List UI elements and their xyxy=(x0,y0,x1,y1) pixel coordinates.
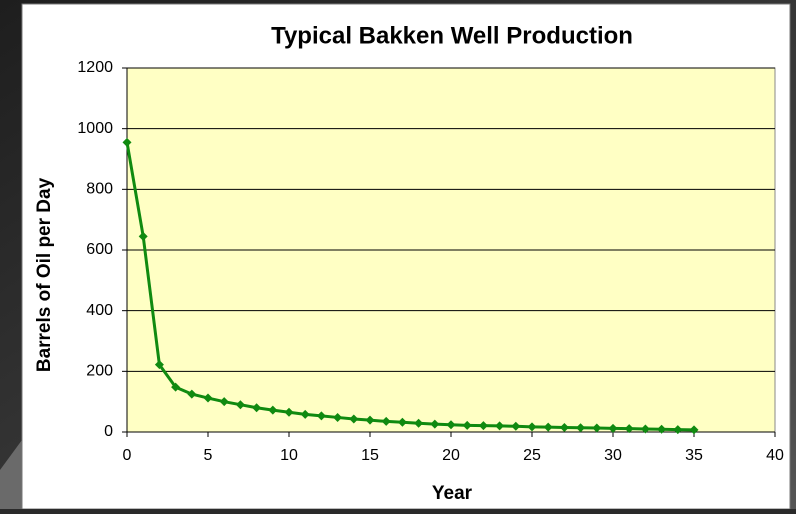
data-point xyxy=(365,415,375,425)
data-point xyxy=(430,419,440,429)
background-shape xyxy=(0,440,22,509)
chart-title: Typical Bakken Well Production xyxy=(271,22,633,49)
data-point xyxy=(171,382,181,392)
data-point xyxy=(446,420,456,430)
x-tick-label: 30 xyxy=(604,447,622,464)
data-point xyxy=(673,425,683,435)
y-tick-label: 1200 xyxy=(77,59,113,76)
data-point xyxy=(122,137,132,147)
data-point xyxy=(527,422,537,432)
data-point xyxy=(316,411,326,421)
data-point xyxy=(640,424,650,434)
data-point xyxy=(154,360,164,370)
y-tick-label: 200 xyxy=(86,363,113,380)
data-point xyxy=(478,421,488,431)
y-tick-label: 1000 xyxy=(77,120,113,137)
x-tick-label: 0 xyxy=(123,447,132,464)
data-point xyxy=(333,412,343,422)
data-point xyxy=(235,400,245,410)
y-axis-title: Barrels of Oil per Day xyxy=(34,177,55,372)
x-tick-label: 10 xyxy=(280,447,298,464)
data-point xyxy=(381,416,391,426)
data-point xyxy=(624,424,634,434)
plot: 0 200 400 600 800 1000 1200 0 5 10 15 20 25 30 35 40 xyxy=(77,59,784,464)
data-point xyxy=(576,423,586,433)
data-point xyxy=(397,417,407,427)
x-tick-label: 35 xyxy=(685,447,703,464)
data-point xyxy=(689,425,699,435)
data-point xyxy=(543,422,553,432)
data-point xyxy=(203,393,213,403)
x-tick-label: 20 xyxy=(442,447,460,464)
x-tick-label: 25 xyxy=(523,447,541,464)
data-point xyxy=(495,421,505,431)
data-point xyxy=(414,418,424,428)
x-tick-label: 40 xyxy=(766,447,784,464)
y-tick-label: 400 xyxy=(86,302,113,319)
x-tick-label: 5 xyxy=(204,447,213,464)
data-point xyxy=(511,421,521,431)
x-axis-title: Year xyxy=(432,483,473,504)
y-tick-label: 0 xyxy=(104,423,113,440)
data-point xyxy=(268,405,278,415)
data-point xyxy=(462,420,472,430)
y-tick-label: 600 xyxy=(86,241,113,258)
data-point xyxy=(219,397,229,407)
data-point xyxy=(608,423,618,433)
data-point xyxy=(138,231,148,241)
x-tick-label: 15 xyxy=(361,447,379,464)
data-point xyxy=(284,407,294,417)
data-point xyxy=(592,423,602,433)
data-point xyxy=(657,424,667,434)
data-point xyxy=(300,409,310,419)
y-tick-label: 800 xyxy=(86,181,113,198)
data-point xyxy=(187,389,197,399)
data-point xyxy=(559,422,569,432)
data-point xyxy=(252,403,262,413)
data-point xyxy=(349,414,359,424)
